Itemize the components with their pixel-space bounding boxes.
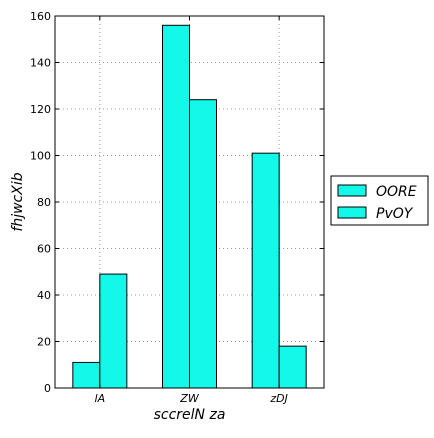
- bar-oore-la: [72, 361, 101, 389]
- bar-pvoy-la: [99, 273, 128, 389]
- x-tick-label: zDJ: [269, 392, 288, 405]
- bars: [72, 24, 307, 389]
- legend-swatch-oore: [337, 184, 367, 197]
- legend-label-pvoy: PvOY: [376, 206, 414, 222]
- legend: OORE PvOY: [330, 175, 429, 226]
- legend-swatch-pvoy: [337, 206, 367, 219]
- y-tick-label: 60: [37, 243, 51, 256]
- bar-oore-zdj: [251, 152, 280, 389]
- legend-label-oore: OORE: [376, 184, 417, 200]
- y-tick-label: 80: [37, 196, 51, 209]
- y-axis-label: fhjwcXib: [10, 172, 26, 231]
- y-tick-label: 120: [30, 103, 51, 116]
- y-tick-label: 100: [30, 150, 51, 163]
- bar-oore-zw: [162, 24, 190, 389]
- y-tick-label: 0: [44, 382, 51, 395]
- axis-ticks: 0 20 40 60 80 100 120 140 160 lA ZW zDJ: [30, 10, 324, 405]
- y-tick-label: 160: [30, 10, 51, 23]
- bar-pvoy-zw: [189, 99, 217, 389]
- y-tick-label: 40: [37, 289, 51, 302]
- x-axis-label: sccrelN za: [154, 407, 226, 423]
- x-tick-label: ZW: [179, 392, 200, 405]
- y-tick-label: 140: [30, 57, 51, 70]
- y-tick-label: 20: [37, 336, 51, 349]
- bar-pvoy-zdj: [278, 345, 307, 389]
- x-tick-label: lA: [95, 392, 106, 405]
